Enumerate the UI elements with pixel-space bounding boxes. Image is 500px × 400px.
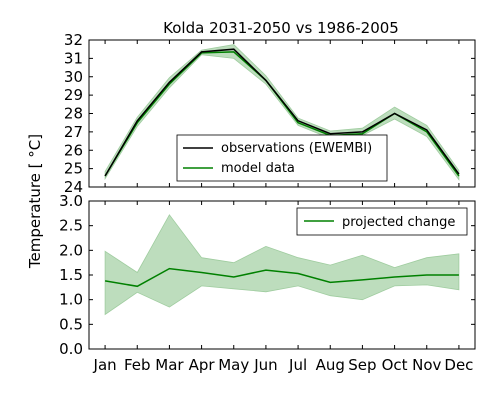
panel0-ytick-label-3: 27 <box>64 123 83 141</box>
panel0-ytick-label-6: 30 <box>64 68 83 86</box>
panel0-series1-band <box>104 44 460 181</box>
panel0-ytick-label-4: 28 <box>64 105 83 123</box>
legend-label-observations: observations (EWEMBI) <box>221 141 372 156</box>
xtick-label-dec: Dec <box>444 356 473 374</box>
panel0-ytick-label-2: 26 <box>64 141 83 159</box>
panel1-series0-line <box>104 267 459 288</box>
xtick-label-jun: Jun <box>253 356 277 374</box>
panel1-ytick-label-6: 3.0 <box>59 192 83 210</box>
xtick-label-jul: Jul <box>288 356 307 374</box>
panel0-series0-line <box>104 48 460 177</box>
panel0-ytick-label-0: 24 <box>64 178 83 196</box>
panel1-series0-band <box>104 214 460 316</box>
xtick-label-jan: Jan <box>93 356 117 374</box>
panel0-ytick-label-1: 25 <box>64 160 83 178</box>
xtick-label-may: May <box>218 356 249 374</box>
panel1-ytick-label-4: 2.0 <box>59 241 83 259</box>
panel1-ytick-label-1: 0.5 <box>59 315 83 333</box>
legend-label-model: model data <box>221 161 295 176</box>
panel0-ytick-label-7: 31 <box>64 49 83 67</box>
chart-title: Kolda 2031-2050 vs 1986-2005 <box>163 19 399 37</box>
xtick-label-nov: Nov <box>412 356 441 374</box>
top-legend-box <box>176 134 388 182</box>
xtick-label-feb: Feb <box>124 356 151 374</box>
xtick-label-aug: Aug <box>316 356 345 374</box>
panel0-ytick-label-8: 32 <box>64 31 83 49</box>
panel1-ytick-label-0: 0.0 <box>59 340 83 358</box>
legend-label-projected: projected change <box>342 215 455 230</box>
panel1-ytick-label-2: 1.0 <box>59 291 83 309</box>
xtick-label-sep: Sep <box>348 356 376 374</box>
panel1-ytick-label-5: 2.5 <box>59 217 83 235</box>
panel0-ytick-label-5: 29 <box>64 86 83 104</box>
xtick-label-mar: Mar <box>155 356 184 374</box>
y-axis-label: Temperature [ °C] <box>26 134 44 269</box>
bottom-legend: projected change <box>296 207 468 236</box>
top-legend: observations (EWEMBI) model data <box>176 134 388 182</box>
panel1-ytick-label-3: 1.5 <box>59 266 83 284</box>
bottom-panel: 0.0 0.5 1.0 1.5 2.0 2.5 3.0 Jan Feb Mar Apr May Jun J… <box>59 192 476 374</box>
xtick-label-apr: Apr <box>189 356 216 374</box>
xtick-label-oct: Oct <box>382 356 408 374</box>
